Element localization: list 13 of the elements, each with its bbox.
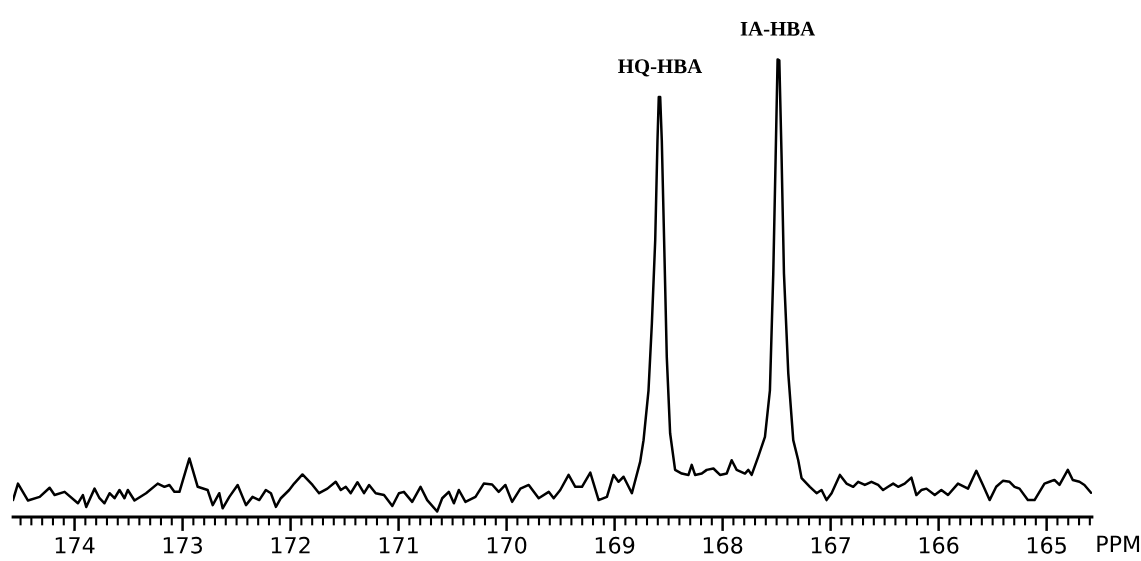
x-tick-label: 167 bbox=[811, 536, 850, 554]
x-tick-label: 170 bbox=[487, 536, 527, 554]
x-tick-label: 173 bbox=[163, 536, 202, 554]
x-tick-label: 172 bbox=[271, 536, 310, 554]
annotation: IA-HBA bbox=[740, 21, 816, 36]
annotation: HQ-HBA bbox=[618, 59, 703, 77]
x-tick-label: 171 bbox=[379, 537, 418, 554]
x-tick-label: 174 bbox=[55, 537, 95, 554]
x-tick-label: 169 bbox=[595, 536, 635, 554]
x-tick-label: 166 bbox=[919, 536, 959, 554]
x-tick-label: 165 bbox=[1027, 536, 1066, 554]
x-tick-label: 168 bbox=[703, 536, 743, 554]
x-axis-title: PPM bbox=[1097, 535, 1140, 552]
